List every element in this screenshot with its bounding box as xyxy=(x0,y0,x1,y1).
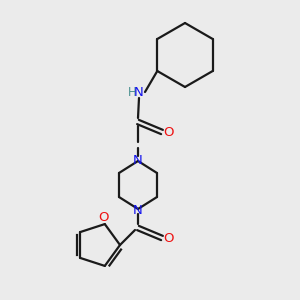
Text: H: H xyxy=(128,85,136,98)
Text: O: O xyxy=(98,211,109,224)
Text: N: N xyxy=(133,154,143,166)
Text: N: N xyxy=(133,203,143,217)
Text: N: N xyxy=(134,85,144,98)
Text: O: O xyxy=(164,232,174,244)
Text: O: O xyxy=(164,125,174,139)
